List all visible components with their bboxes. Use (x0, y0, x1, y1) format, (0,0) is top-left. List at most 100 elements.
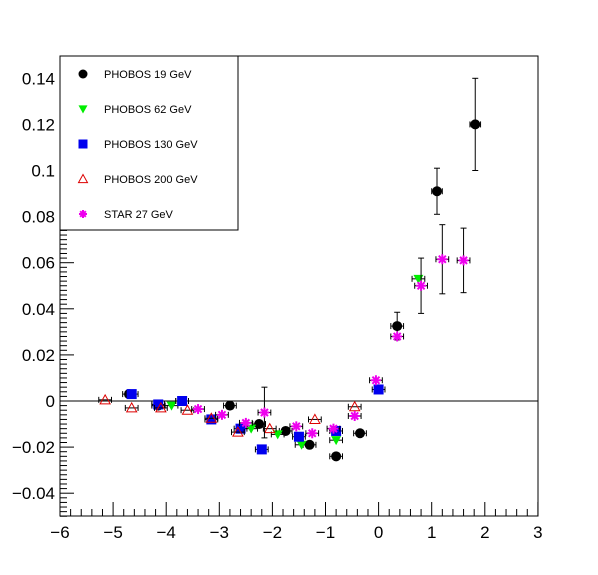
star-stroke (416, 281, 426, 290)
star-stroke (350, 411, 359, 421)
data-point (259, 407, 270, 418)
legend-label: PHOBOS 200 GeV (104, 174, 198, 186)
data-point (296, 440, 307, 450)
data-point (416, 280, 427, 291)
data-point (77, 173, 89, 184)
legend-entry: PHOBOS 200 GeV (77, 173, 198, 186)
data-point (291, 421, 302, 432)
data-point (125, 401, 138, 413)
legend-label: PHOBOS 62 GeV (104, 104, 192, 116)
legend-entry: STAR 27 GeV (79, 209, 174, 221)
star-stroke (79, 210, 87, 218)
data-point (370, 375, 381, 386)
data-series (98, 77, 482, 462)
data-point (328, 423, 339, 434)
star-stroke (292, 422, 301, 431)
data-point (432, 186, 443, 197)
x-tick-label: 3 (533, 523, 542, 542)
y-tick-label: 0.14 (22, 69, 55, 88)
data-point (177, 396, 188, 406)
x-tick-label: −4 (157, 523, 176, 542)
data-point (293, 431, 304, 442)
star-stroke (241, 418, 251, 428)
legend-box (59, 55, 239, 231)
star-stroke (438, 254, 447, 264)
x-axis: −6 −5 −4 −3 −2 −1 0 1 2 3 (50, 502, 543, 542)
legend-entry: PHOBOS 130 GeV (78, 139, 198, 151)
star-stroke (392, 332, 402, 341)
legend-entry: PHOBOS 62 GeV (78, 104, 192, 116)
data-point (458, 255, 469, 266)
y-tick-label: −0.02 (12, 438, 55, 457)
y-tick-label: 0 (46, 392, 55, 411)
data-point (79, 210, 87, 218)
legend-label: PHOBOS 19 GeV (104, 69, 192, 81)
data-point (437, 254, 448, 265)
star-stroke (193, 404, 203, 414)
y-tick-label: −0.04 (12, 484, 55, 503)
x-tick-label: −2 (263, 523, 282, 542)
data-point (155, 401, 167, 413)
data-point (256, 444, 267, 455)
x-tick-label: −1 (316, 523, 335, 542)
data-point (331, 436, 342, 446)
star-stroke (260, 408, 269, 417)
star-stroke (307, 429, 317, 438)
legend-entry: PHOBOS 19 GeV (78, 69, 192, 81)
data-point (392, 321, 403, 332)
data-point (373, 384, 384, 395)
data-point (78, 69, 88, 79)
y-tick-label: 0.06 (22, 254, 55, 273)
legend-label: STAR 27 GeV (104, 209, 174, 221)
x-tick-label: 0 (374, 523, 383, 542)
data-point (331, 451, 342, 462)
data-point (205, 412, 218, 423)
x-tick-label: −3 (210, 523, 229, 542)
data-point (216, 409, 227, 420)
legend: PHOBOS 19 GeV PHOBOS 62 GeV PHOBOS 130 GeV… (59, 55, 239, 231)
legend-label: PHOBOS 130 GeV (104, 139, 198, 151)
data-point (240, 417, 251, 428)
data-point (355, 428, 366, 439)
data-point (181, 404, 194, 415)
y-tick-label: 0.02 (22, 346, 55, 365)
data-point (254, 419, 265, 430)
data-point (348, 400, 361, 412)
data-point (99, 393, 111, 405)
series-phobos-62-gev (164, 274, 426, 450)
data-point (126, 389, 137, 400)
x-tick-label: 2 (480, 523, 489, 542)
data-point (153, 399, 164, 410)
series-star-27-gev (191, 224, 471, 439)
data-point (235, 423, 246, 434)
data-point (307, 428, 318, 439)
x-tick-label: −6 (50, 523, 69, 542)
series-phobos-130-gev (124, 384, 386, 455)
y-tick-label: 0.08 (22, 208, 55, 227)
star-stroke (217, 410, 227, 420)
data-point (349, 410, 360, 421)
data-point (304, 439, 315, 450)
data-point (470, 119, 481, 130)
data-point (392, 331, 403, 342)
star-stroke (459, 256, 468, 265)
data-point (224, 400, 235, 411)
data-point (166, 401, 177, 411)
star-stroke (329, 424, 338, 433)
data-point (193, 404, 204, 415)
data-point (232, 426, 244, 437)
x-tick-label: 1 (427, 523, 436, 542)
y-tick-label: 0.1 (31, 162, 55, 181)
data-point (309, 413, 321, 424)
data-point (263, 422, 276, 434)
x-tick-label: −5 (103, 523, 122, 542)
series-phobos-200-gev (98, 393, 362, 437)
data-point (206, 414, 217, 425)
data-point (78, 105, 88, 114)
data-point (78, 139, 88, 149)
y-tick-label: 0.04 (22, 300, 55, 319)
star-stroke (371, 376, 381, 385)
y-tick-label: 0.12 (22, 115, 55, 134)
data-point (280, 425, 291, 436)
